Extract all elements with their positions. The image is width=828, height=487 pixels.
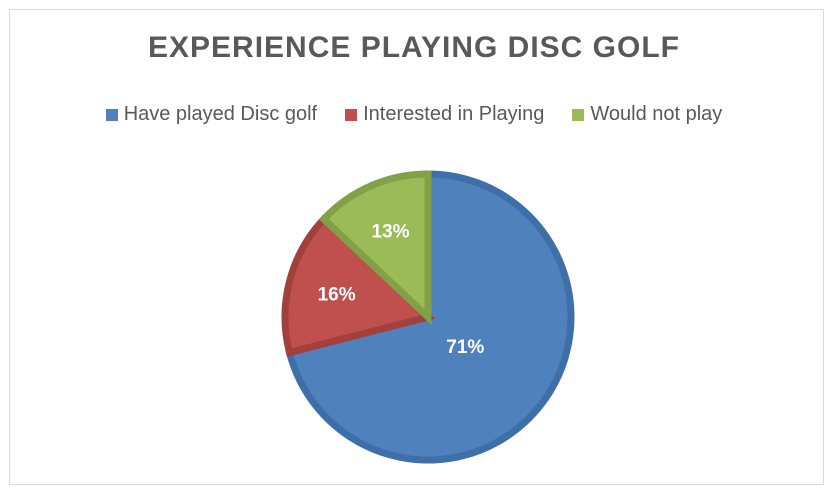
legend-swatch-interested <box>345 108 358 121</box>
slice-label-interested: 16% <box>318 285 356 306</box>
slice-label-would-not-play: 13% <box>372 221 410 242</box>
legend-item-have-played: Have played Disc golf <box>105 103 318 126</box>
legend-label-have-played: Have played Disc golf <box>123 103 318 125</box>
chart-title: EXPERIENCE PLAYING DISC GOLF <box>148 31 680 64</box>
slice-label-have-played: 71% <box>446 337 484 358</box>
legend-label-would-not-play: Would not play <box>590 103 723 125</box>
pie-slice-would-not-play <box>318 170 432 326</box>
pie-slice-interested <box>281 214 436 357</box>
legend-swatch-would-not-play <box>572 108 585 121</box>
legend-item-interested: Interested in Playing <box>345 103 544 126</box>
legend-item-would-not-play: Would not play <box>572 103 722 126</box>
legend-label-interested: Interested in Playing <box>363 103 545 125</box>
legend-swatch-have-played <box>105 108 118 121</box>
legend: Have played Disc golf Interested in Play… <box>0 103 828 126</box>
